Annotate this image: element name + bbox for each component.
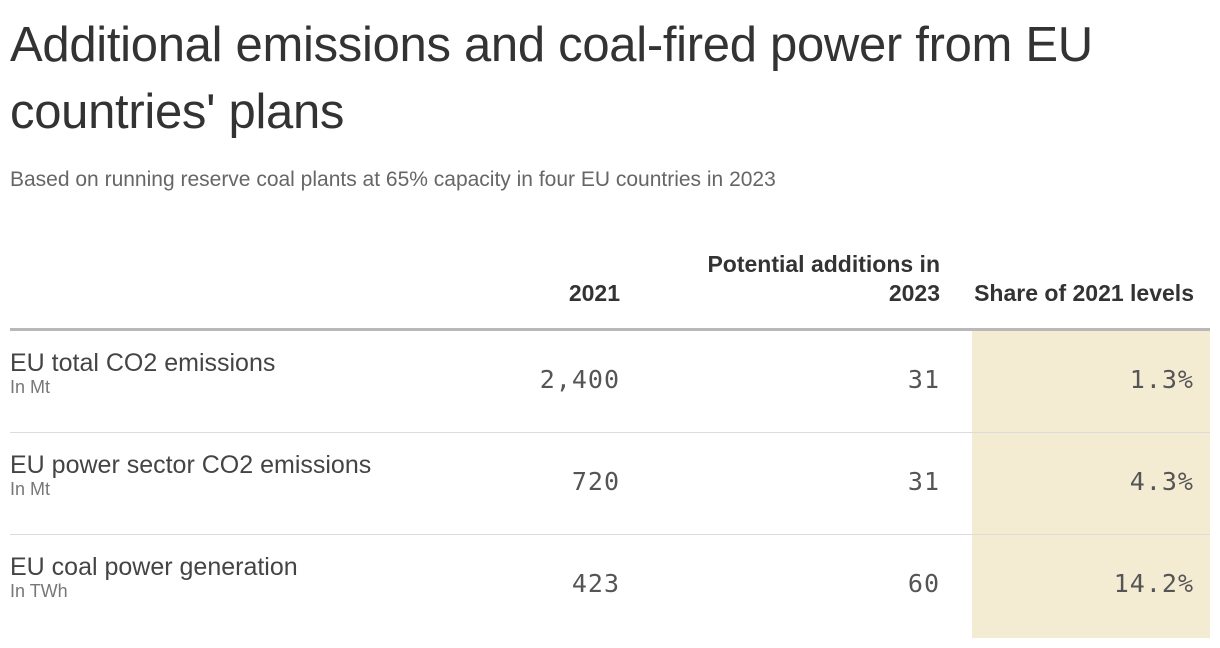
- cell-share: 4.3%: [1129, 467, 1194, 496]
- column-header-2021: 2021: [568, 280, 620, 306]
- cell-potential-additions: 31: [907, 365, 940, 394]
- row-unit: In Mt: [10, 377, 51, 397]
- cell-2021: 423: [571, 569, 620, 598]
- cell-potential-additions: 31: [907, 467, 940, 496]
- data-table: 2021 Potential additions in 2023 Share o…: [10, 242, 1210, 638]
- cell-share: 1.3%: [1129, 365, 1194, 394]
- table-row: EU coal power generation In TWh 423 60 1…: [10, 535, 1210, 636]
- row-unit: In TWh: [10, 581, 68, 601]
- row-label: EU coal power generation: [10, 553, 298, 581]
- table-row: EU total CO2 emissions In Mt 2,400 31 1.…: [10, 331, 1210, 433]
- row-unit: In Mt: [10, 479, 51, 499]
- chart-subtitle: Based on running reserve coal plants at …: [10, 168, 776, 191]
- table-row: EU power sector CO2 emissions In Mt 720 …: [10, 433, 1210, 535]
- cell-potential-additions: 60: [907, 569, 940, 598]
- column-header-share: Share of 2021 levels: [974, 280, 1194, 306]
- chart-title: Additional emissions and coal-fired powe…: [10, 18, 1093, 139]
- column-header-potential-additions: Potential additions in 2023: [707, 251, 940, 306]
- highlight-column-background: [972, 331, 1210, 638]
- table-header: 2021 Potential additions in 2023 Share o…: [10, 242, 1210, 331]
- row-label: EU power sector CO2 emissions: [10, 451, 372, 479]
- cell-2021: 720: [571, 467, 620, 496]
- row-label: EU total CO2 emissions: [10, 349, 276, 377]
- cell-2021: 2,400: [539, 365, 620, 394]
- cell-share: 14.2%: [1113, 569, 1194, 598]
